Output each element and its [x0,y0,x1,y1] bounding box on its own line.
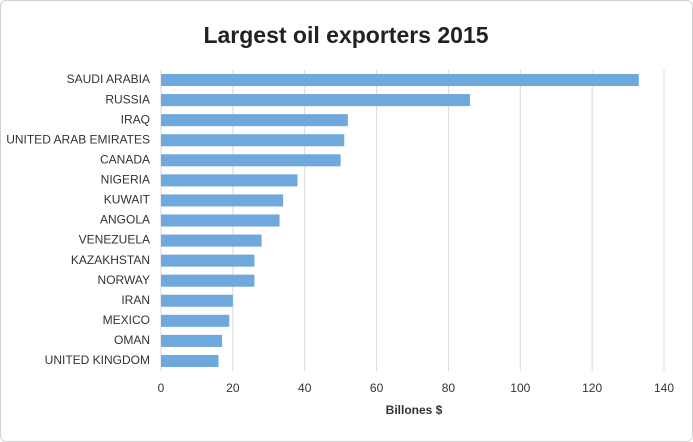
x-tick-label: 140 [654,381,674,395]
y-tick-label: IRAN [121,293,150,307]
y-tick-label: UNITED KINGDOM [45,353,150,367]
y-tick-label: OMAN [114,333,150,347]
bar [161,214,280,227]
bar [161,74,639,87]
x-tick-label: 100 [510,381,530,395]
x-axis-title: Billones $ [386,403,443,417]
bar [161,294,233,307]
bar [161,154,341,167]
chart-title: Largest oil exporters 2015 [203,22,488,48]
bar [161,114,348,127]
y-tick-label: RUSSIA [105,92,150,106]
x-tick-label: 20 [226,381,240,395]
y-tick-label: ANGOLA [100,213,150,227]
x-tick-label: 40 [298,381,312,395]
bar [161,174,298,187]
y-tick-label: CANADA [100,152,150,166]
bar [161,194,284,207]
bar [161,94,470,107]
y-tick-label: SAUDI ARABIA [67,72,150,86]
x-tick-label: 80 [442,381,456,395]
bar [161,234,262,247]
bar [161,274,255,287]
y-tick-label: NIGERIA [101,173,150,187]
bar [161,334,223,347]
bar [161,134,345,147]
x-tick-label: 120 [582,381,602,395]
bar [161,314,230,327]
y-tick-label: KUWAIT [104,193,151,207]
bar [161,354,219,367]
y-tick-label: NORWAY [98,273,150,287]
y-tick-label: KAZAKHSTAN [71,253,150,267]
y-tick-label: IRAQ [121,112,150,126]
y-tick-label: MEXICO [103,313,150,327]
x-tick-label: 0 [158,381,165,395]
y-tick-label: VENEZUELA [79,233,150,247]
x-tick-label: 60 [370,381,384,395]
bar [161,254,255,267]
y-tick-label: UNITED ARAB EMIRATES [6,132,150,146]
